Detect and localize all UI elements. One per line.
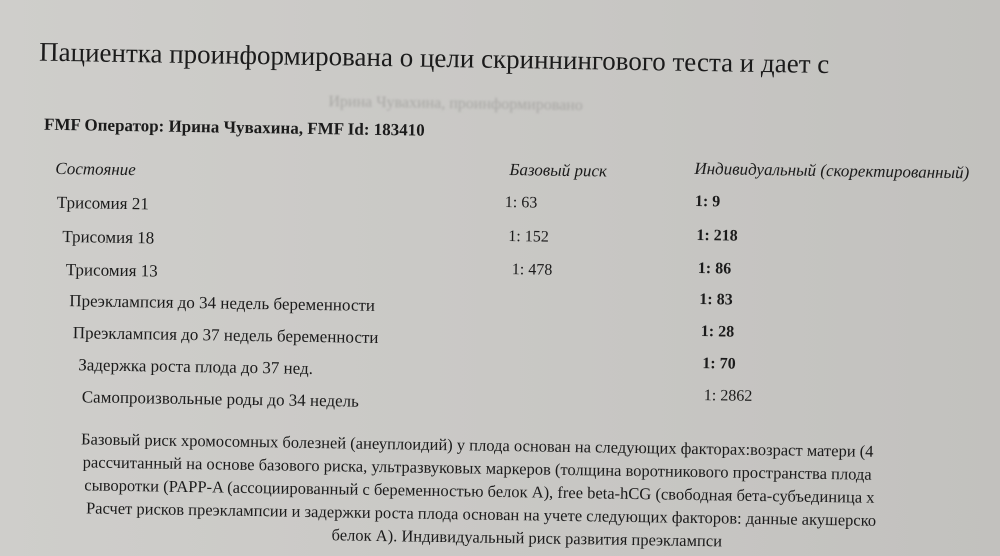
row-individual-risk: 1: 70 [702,355,736,373]
operator-info: FMF Оператор: Ирина Чувахина, FMF Id: 18… [43,114,425,140]
row-individual-risk: 1: 2862 [703,387,753,405]
row-condition: Задержка роста плода до 37 нед. [78,355,314,378]
header-individual-risk: Индивидуальный (скоректированный) [694,158,970,183]
document-title: Пациентка проинформирована о цели скринн… [38,36,830,80]
row-base-risk: 1: 63 [504,193,538,212]
row-condition: Преэклампсия до 34 недель беременности [69,291,376,315]
row-individual-risk: 1: 218 [696,226,738,245]
row-individual-risk: 1: 83 [699,291,733,309]
row-condition: Трисомия 18 [62,227,155,248]
header-condition: Состояние [55,158,136,180]
bleed-through-text: Ирина Чувахина, проинформировано [328,93,583,115]
document-page: Ирина Чувахина, проинформировано Пациент… [38,36,970,551]
row-individual-risk: 1: 9 [694,192,721,211]
header-base-risk: Базовый риск [509,160,608,181]
row-condition: Преэклампсия до 37 недель беременности [72,323,379,347]
row-individual-risk: 1: 86 [697,259,732,278]
row-base-risk: 1: 152 [508,228,549,246]
row-base-risk: 1: 478 [511,261,553,279]
paragraph-line: белок А). Индивидуальный риск развития п… [331,525,723,551]
row-individual-risk: 1: 28 [700,323,735,341]
row-condition: Самопроизвольные роды до 34 недель [81,387,360,411]
row-condition: Трисомия 13 [65,260,158,281]
row-condition: Трисомия 21 [56,192,149,214]
